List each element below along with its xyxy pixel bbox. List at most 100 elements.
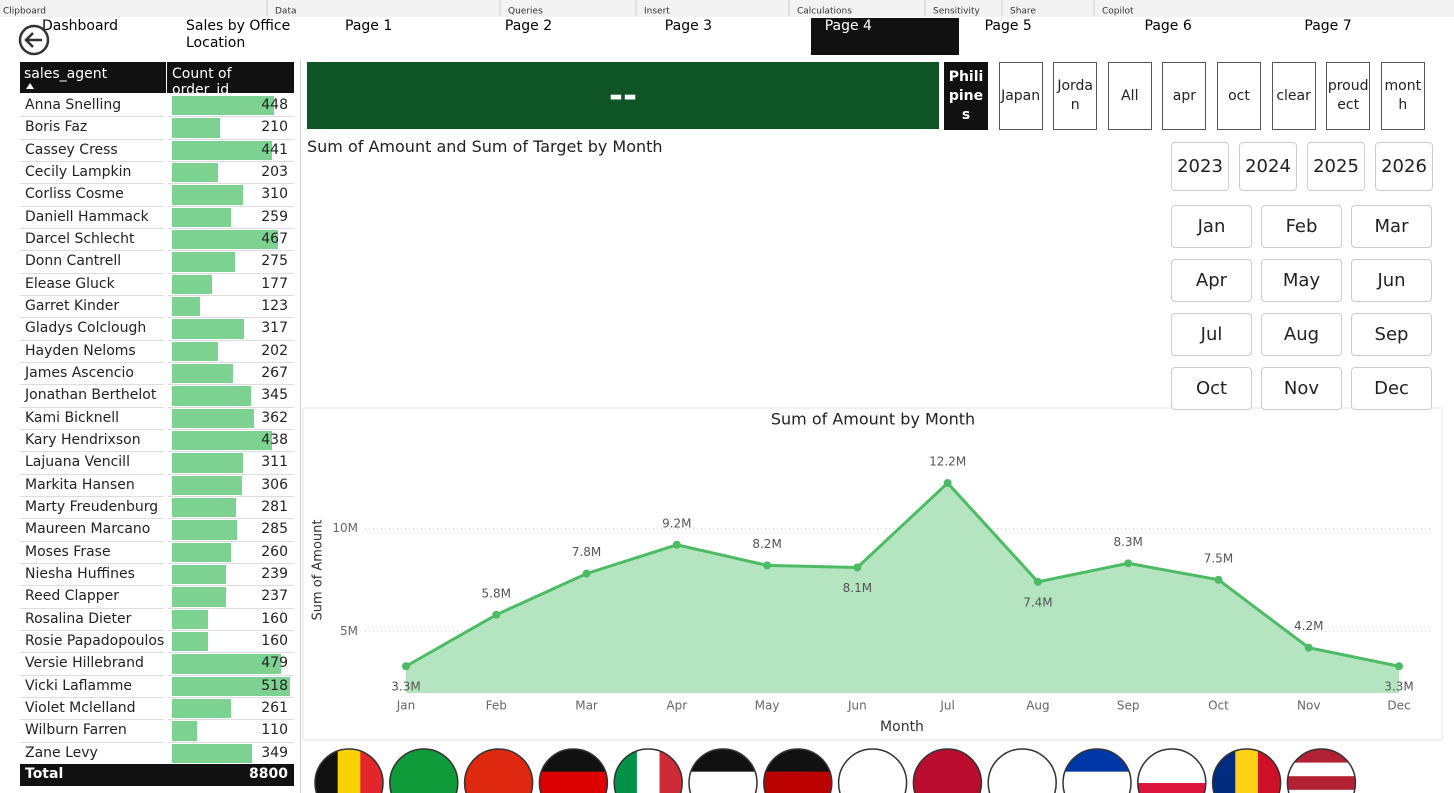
month-button[interactable]: May (1261, 259, 1342, 302)
ribbon-bar (0, 0, 1454, 17)
order-count: 518 (261, 677, 288, 694)
month-button[interactable]: Sep (1351, 313, 1432, 356)
slicer-button[interactable]: proudect (1326, 62, 1371, 130)
flag-rim (1211, 748, 1282, 793)
row-divider (20, 138, 164, 140)
x-tick-label: May (755, 699, 780, 713)
month-button[interactable]: Aug (1261, 313, 1342, 356)
ribbon-group-label: Clipboard (3, 7, 46, 17)
data-bar (172, 118, 220, 138)
nav-button[interactable]: Page 6 (1144, 18, 1192, 34)
year-button[interactable]: 2023 (1171, 142, 1229, 191)
flag-body (614, 749, 683, 793)
row-divider (168, 361, 294, 363)
ribbon-group-label: Sensitivity (933, 7, 981, 17)
data-label: 7.5M (1204, 551, 1233, 565)
nav-button[interactable]: Page 3 (664, 18, 713, 34)
nav-button[interactable]: Page 5 (984, 18, 1032, 34)
month-button[interactable]: Jun (1351, 259, 1432, 302)
agent-name: Daniell Hammack (25, 208, 149, 225)
year-button[interactable]: 2026 (1375, 142, 1433, 191)
flag-rim (463, 748, 534, 793)
agent-name: Versie Hillebrand (25, 655, 144, 672)
ribbon-group-label: Copilot (1102, 7, 1134, 17)
slicer-button[interactable]: Jordan (1053, 62, 1098, 130)
flag-body (689, 749, 757, 793)
slicer-button[interactable]: Philipines (944, 62, 988, 130)
flag-stripe (1063, 749, 1131, 773)
agent-name: Rosalina Dieter (25, 610, 132, 627)
row-divider (20, 451, 164, 453)
agent-name: Anna Snelling (25, 97, 122, 113)
row-divider (20, 629, 164, 631)
year-button[interactable]: 2024 (1239, 142, 1297, 191)
flag (688, 748, 758, 793)
data-label: 9.2M (662, 516, 691, 530)
point (582, 569, 591, 578)
slicer-button[interactable]: All (1107, 62, 1152, 130)
slicer-button[interactable]: apr (1162, 62, 1207, 130)
row-divider (20, 250, 164, 252)
header-cell: sales_agent (24, 66, 108, 82)
order-count: 285 (261, 521, 288, 538)
month-button[interactable]: Oct (1171, 367, 1252, 410)
data-bar (172, 453, 243, 473)
data-bar (172, 296, 201, 317)
flag-body (1137, 749, 1206, 793)
year-button[interactable]: 2025 (1307, 142, 1365, 191)
ribbon-group-label: Share (1010, 7, 1036, 17)
order-count: 345 (261, 387, 288, 404)
order-count: 259 (261, 208, 288, 225)
row-divider (20, 406, 164, 408)
month-button[interactable]: Mar (1351, 205, 1432, 248)
row-divider (20, 183, 164, 185)
row-divider (20, 160, 164, 162)
flag-body (913, 749, 982, 793)
data-label: 7.4M (1023, 595, 1052, 609)
nav-button[interactable]: Page 2 (504, 18, 553, 34)
row-divider (168, 540, 294, 542)
row-divider (20, 696, 164, 698)
flag (389, 748, 459, 793)
month-button[interactable]: Jan (1171, 205, 1252, 248)
slicer-button[interactable]: month (1380, 62, 1425, 130)
month-button[interactable]: Jul (1171, 313, 1252, 356)
nav-button[interactable]: Page 1 (345, 18, 393, 34)
flag-stripe (1137, 749, 1206, 784)
data-bar (172, 408, 255, 428)
slicer-button[interactable]: clear (1271, 62, 1316, 130)
order-count: 237 (261, 588, 288, 605)
month-button[interactable]: Apr (1171, 259, 1252, 302)
nav-button[interactable]: Sales by Office Location (186, 18, 291, 51)
table-header: sales_agent Count of order_id (20, 62, 294, 98)
nav-button[interactable]: Page 4 (810, 18, 959, 55)
row-divider (20, 607, 164, 609)
row-divider (168, 317, 294, 319)
nav-button[interactable]: Page 7 (1304, 18, 1352, 34)
slicer-button[interactable]: oct (1217, 62, 1261, 130)
order-count: 349 (261, 744, 288, 761)
data-bar (172, 319, 245, 339)
agent-name: Garret Kinder (25, 297, 120, 314)
data-bar (172, 386, 251, 406)
flag-body (1287, 749, 1356, 793)
ribbon-group-label: Queries (508, 7, 543, 17)
ribbon-group-label: Insert (644, 7, 670, 17)
month-button[interactable]: Feb (1261, 205, 1342, 248)
nav-button[interactable]: Dashboard (42, 18, 118, 34)
month-button[interactable]: Dec (1351, 367, 1432, 410)
flag-stripe (988, 749, 1057, 793)
flag-stripe (763, 749, 832, 773)
month-button[interactable]: Nov (1261, 367, 1342, 410)
data-bar (172, 743, 252, 763)
flag (1286, 748, 1357, 793)
flag-body (838, 749, 907, 793)
data-bar (172, 587, 226, 607)
area (406, 483, 1399, 693)
slicer-button[interactable]: Japan (998, 62, 1043, 130)
flag-stripe (913, 749, 982, 793)
agent-name: Donn Cantrell (25, 253, 122, 270)
x-tick-label: Jul (939, 699, 954, 713)
data-bar (172, 363, 233, 384)
row-divider (168, 495, 294, 497)
